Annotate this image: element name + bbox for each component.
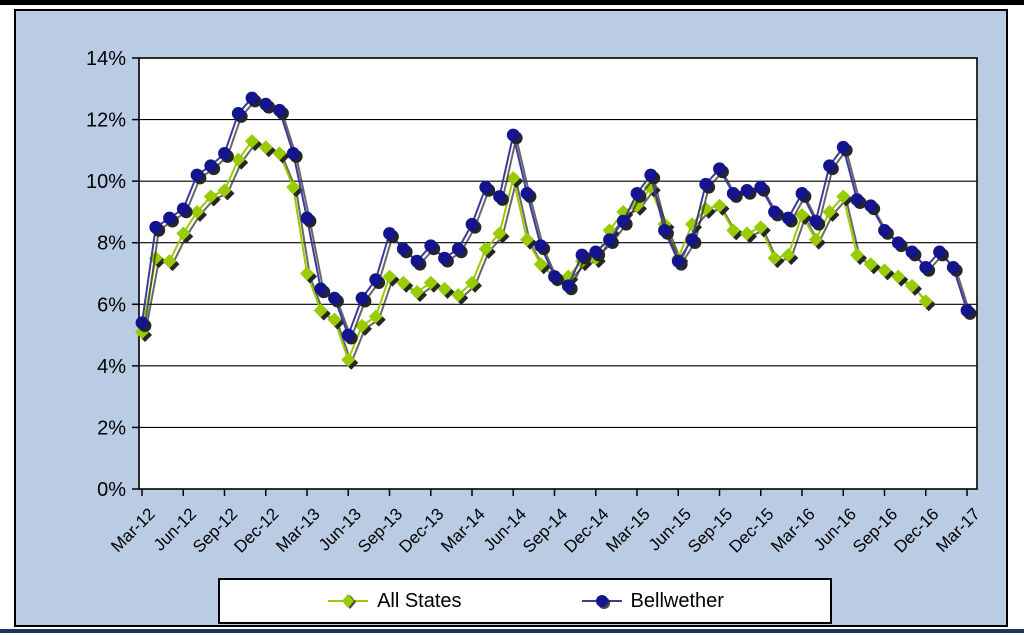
all-states-diamond-marker-icon: [328, 594, 369, 609]
svg-text:Mar-15: Mar-15: [602, 504, 654, 556]
legend-label-all-states: All States: [377, 589, 462, 612]
top-border-rule: [0, 0, 1024, 5]
svg-text:Mar-17: Mar-17: [932, 504, 984, 556]
svg-text:0%: 0%: [97, 479, 126, 501]
svg-text:Mar-14: Mar-14: [437, 504, 489, 556]
svg-text:Mar-16: Mar-16: [767, 504, 819, 556]
chart-frame: 0% 2% 4% 6% 8% 10% 12% 14% Mar-12 Jun-12 Sep-12 Dec…: [14, 9, 1008, 627]
svg-text:Sep-16: Sep-16: [849, 504, 901, 556]
legend-item-bellwether: Bellwether: [580, 590, 724, 613]
legend-item-all-states: All States: [326, 589, 462, 613]
svg-text:Mar-12: Mar-12: [107, 504, 159, 556]
svg-text:Dec-14: Dec-14: [560, 504, 612, 556]
svg-text:12%: 12%: [86, 110, 126, 132]
svg-text:4%: 4%: [97, 356, 126, 378]
svg-text:Dec-15: Dec-15: [725, 504, 777, 556]
svg-text:8%: 8%: [97, 233, 126, 255]
svg-text:Sep-13: Sep-13: [354, 504, 406, 556]
svg-text:Mar-13: Mar-13: [272, 504, 324, 556]
bottom-border-rule: [0, 629, 1024, 633]
svg-text:Dec-16: Dec-16: [890, 504, 942, 556]
svg-text:10%: 10%: [86, 171, 126, 193]
chart-legend: All States Bellwether: [218, 578, 832, 624]
svg-text:2%: 2%: [97, 417, 126, 439]
svg-text:Sep-14: Sep-14: [519, 504, 571, 556]
svg-text:Sep-15: Sep-15: [684, 504, 736, 556]
svg-text:14%: 14%: [86, 48, 126, 70]
line-chart: 0%2%4%6%8%10%12%14%Mar-12Jun-12Sep-12Dec…: [86, 48, 984, 557]
svg-text:Sep-12: Sep-12: [189, 504, 241, 556]
bellwether-circle-marker-icon: [581, 595, 622, 609]
svg-text:Dec-12: Dec-12: [230, 504, 282, 556]
svg-text:6%: 6%: [97, 294, 126, 316]
svg-text:Dec-13: Dec-13: [395, 504, 447, 556]
legend-label-bellwether: Bellwether: [630, 589, 724, 612]
